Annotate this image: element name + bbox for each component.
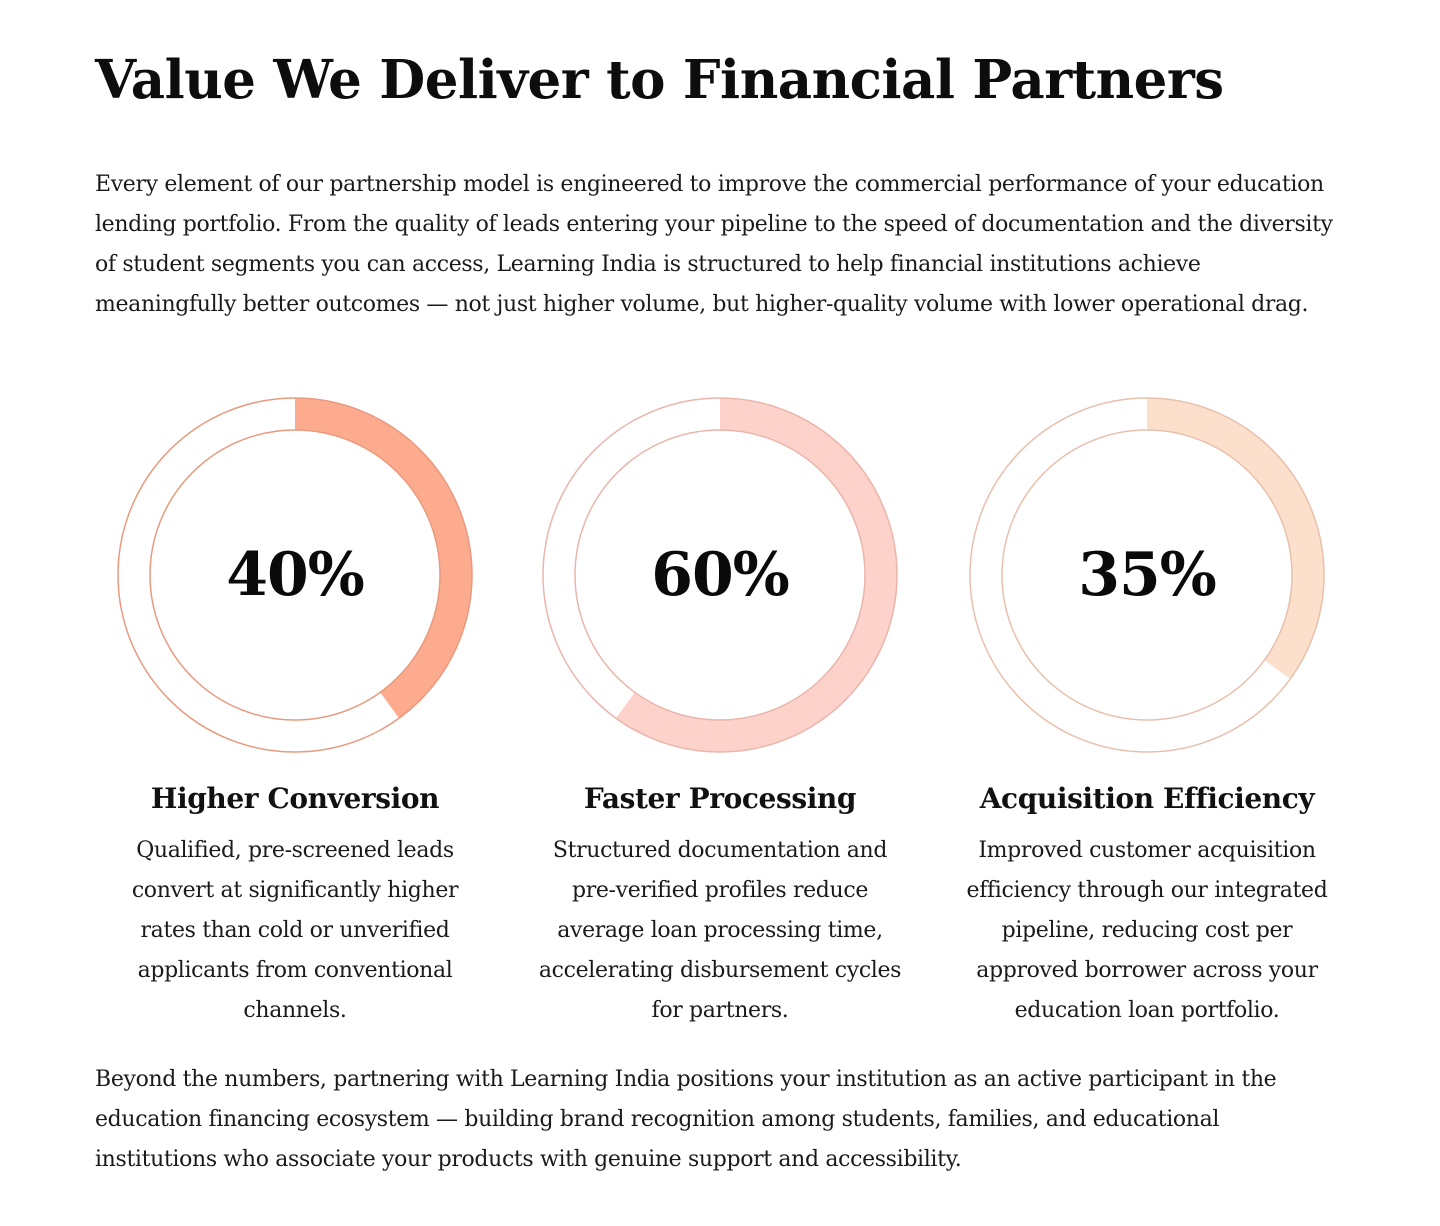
progress-ring-graphic <box>969 397 1325 753</box>
metric-title: Higher Conversion <box>150 782 440 815</box>
outro-paragraph: Beyond the numbers, partnering with Lear… <box>95 1067 1277 1172</box>
metric-card-efficiency: 35% Acquisition Efficiency Improved cust… <box>947 397 1347 1031</box>
metric-card-processing: 60% Faster Processing Structured documen… <box>520 397 920 1031</box>
metric-value: 60% <box>651 540 790 610</box>
metric-value: 35% <box>1078 540 1217 610</box>
intro-paragraph: Every element of our partnership model i… <box>95 172 1333 317</box>
metric-value: 40% <box>226 540 365 610</box>
progress-ring: 40% <box>117 397 473 753</box>
metric-title: Faster Processing <box>583 782 857 815</box>
metric-cards: 40% Higher Conversion Qualified, pre-scr… <box>95 397 1345 1037</box>
metric-description: Improved customer acquisition efficiency… <box>966 838 1328 1023</box>
ring-inner-border <box>1001 429 1293 721</box>
ring-outer-border <box>117 397 473 753</box>
metric-description: Qualified, pre-screened leads convert at… <box>131 838 459 1023</box>
ring-inner-border <box>149 429 441 721</box>
metric-card-conversion: 40% Higher Conversion Qualified, pre-scr… <box>95 397 495 1031</box>
ring-outer-border <box>542 397 898 753</box>
metric-title: Acquisition Efficiency <box>979 782 1315 815</box>
progress-ring-graphic <box>542 397 898 753</box>
progress-ring: 60% <box>542 397 898 753</box>
page-title: Value We Deliver to Financial Partners <box>95 49 1224 111</box>
metric-description: Structured documentation and pre-verifie… <box>538 838 902 1023</box>
ring-inner-border <box>574 429 866 721</box>
progress-arc <box>295 398 473 719</box>
progress-ring: 35% <box>969 397 1325 753</box>
progress-ring-graphic <box>117 397 473 753</box>
ring-outer-border <box>969 397 1325 753</box>
progress-arc <box>1147 398 1324 680</box>
progress-arc <box>615 398 897 752</box>
